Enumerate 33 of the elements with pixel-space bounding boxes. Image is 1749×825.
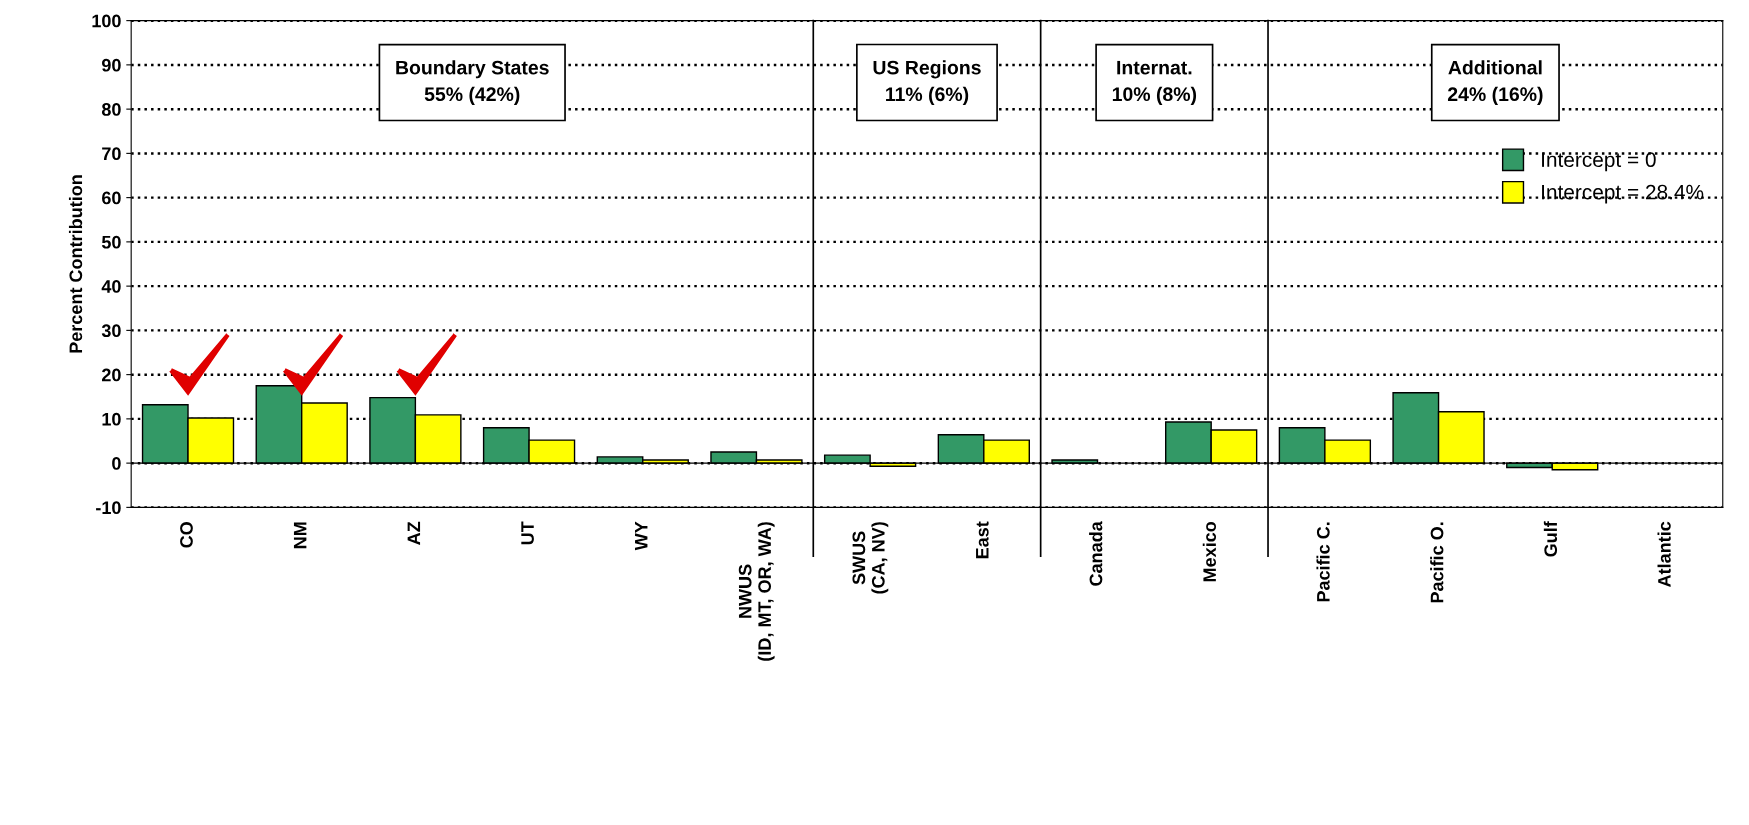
- x-tick-label: Pacific C.: [1316, 522, 1330, 602]
- x-tick-label: Mexico: [1202, 521, 1217, 582]
- x-tick-label: East: [976, 521, 989, 559]
- x-tick-label: NM: [293, 522, 307, 549]
- y-tick-label: 10: [102, 412, 121, 426]
- y-tick-label: 40: [101, 280, 121, 293]
- x-tick-label: Pacific O.: [1430, 522, 1444, 603]
- legend-label: Intercept = 28.4%: [1542, 184, 1704, 204]
- annotation: US Regions 11% (6%): [873, 60, 981, 105]
- y-tick-label: -10: [96, 501, 121, 515]
- y-tick-label: 30: [101, 324, 121, 338]
- y-axis-title: Percent Contribution: [68, 175, 83, 353]
- y-tick-label: 60: [102, 191, 121, 205]
- legend-label: Intercept = 0: [1542, 152, 1656, 172]
- y-tick-label: 90: [102, 58, 121, 72]
- annotation: Boundary States 55% (42%): [396, 60, 549, 105]
- x-tick-label: Gulf: [1543, 521, 1558, 557]
- x-tick-label: Atlantic: [1657, 521, 1671, 588]
- x-tick-label: SWUS (CA, NV): [852, 522, 889, 594]
- y-tick-label: 20: [102, 368, 121, 382]
- x-tick-label: UT: [521, 521, 534, 545]
- y-tick-label: 70: [102, 147, 121, 161]
- x-tick-label: WY: [635, 521, 648, 551]
- x-tick-label: Canada: [1089, 521, 1103, 586]
- y-tick-label: 0: [112, 457, 121, 470]
- y-tick-label: 80: [101, 103, 121, 116]
- x-tick-label: AZ: [407, 521, 421, 545]
- y-tick-label: 50: [101, 235, 121, 249]
- x-tick-label: NWUS (ID, MT, OR, WA): [738, 522, 775, 661]
- y-tick-label: 100: [92, 14, 121, 28]
- annotation: Internat. 10% (8%): [1112, 60, 1197, 105]
- annotation: Additional 24% (16%): [1447, 60, 1543, 105]
- x-tick-label: CO: [180, 522, 193, 548]
